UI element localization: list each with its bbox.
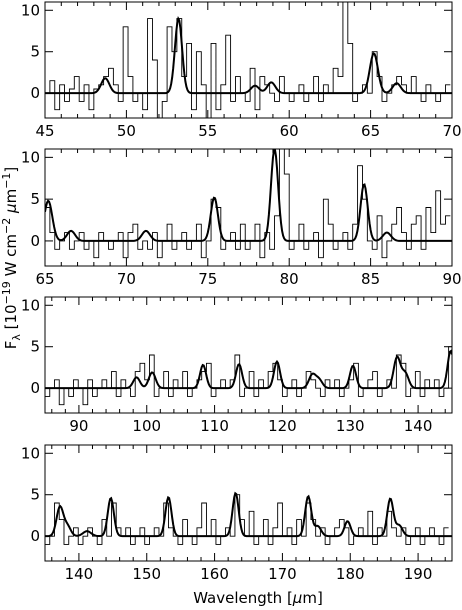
y-tick-label: 5: [30, 486, 40, 504]
x-tick-label: 65: [35, 270, 54, 288]
x-tick-label: 170: [268, 565, 297, 583]
x-tick-label: 110: [200, 417, 229, 435]
y-tick-label: 0: [30, 232, 40, 250]
x-tick-label: 120: [268, 417, 297, 435]
x-tick-label: 150: [132, 565, 161, 583]
y-axis-title-part: W cm: [2, 234, 20, 281]
x-tick-label: 180: [336, 565, 365, 583]
x-tick-label: 85: [361, 270, 380, 288]
panel-frame: [44, 148, 453, 267]
x-tick-label: 60: [280, 122, 299, 140]
x-tick-label: 160: [200, 565, 229, 583]
x-tick-label: 50: [117, 122, 136, 140]
y-axis-title-part: m: [2, 189, 20, 204]
spectrum-panel-3: 0 5 10 90 100 110 120 130 140: [21, 296, 453, 435]
x-tick-label: 70: [442, 122, 461, 140]
y-tick-label: 10: [21, 148, 40, 166]
panel-frame: [44, 296, 453, 414]
y-tick-label: 5: [30, 338, 40, 356]
x-tick-label: 90: [442, 270, 461, 288]
x-tick-label: 190: [404, 565, 433, 583]
x-axis-title: Wavelength [μm]: [193, 589, 323, 607]
y-axis-title-symbol: F: [2, 341, 20, 350]
y-axis-title-part: ]: [2, 167, 20, 173]
spectrum-panel-2: 0 5 10 65 70 75 80 85 90: [21, 148, 462, 288]
panel-frame: [44, 444, 453, 562]
observed-spectrum: [45, 2, 451, 118]
x-tick-label: 45: [35, 122, 54, 140]
y-tick-label: 5: [30, 190, 40, 208]
y-tick-label: 0: [30, 527, 40, 545]
x-tick-label: 100: [132, 417, 161, 435]
y-axis-title-exponent: −1: [0, 173, 13, 189]
x-axis-title-part: m]: [302, 589, 322, 607]
x-tick-label: 140: [404, 417, 433, 435]
y-tick-label: 10: [21, 296, 40, 314]
x-tick-label: 130: [336, 417, 365, 435]
y-tick-label: 10: [21, 444, 40, 462]
x-tick-label: 65: [361, 122, 380, 140]
y-tick-label: 10: [21, 1, 40, 19]
x-tick-label: 55: [198, 122, 217, 140]
y-axis-title-exponent: −2: [0, 218, 13, 234]
model-spectrum: [45, 16, 452, 95]
spectrum-panel-1: 0 5 10 45 50 55 60 65 70: [21, 1, 462, 140]
y-axis-title-exponent: −19: [0, 281, 13, 304]
model-spectrum: [45, 491, 452, 538]
panel-frame: [44, 1, 453, 119]
y-tick-label: 5: [30, 43, 40, 61]
x-tick-label: 90: [69, 417, 88, 435]
model-spectrum: [45, 349, 452, 390]
spectrum-panel-4: 0 5 10 140 150 160 170 180 190: [21, 444, 453, 583]
x-tick-label: 70: [117, 270, 136, 288]
y-axis-title-subscript: λ: [10, 334, 23, 341]
y-axis-title-part: μ: [2, 203, 20, 217]
x-tick-label: 75: [198, 270, 217, 288]
y-axis-title: Fλ [10−19 W cm−2 μm−1]: [0, 167, 23, 350]
y-tick-label: 0: [30, 84, 40, 102]
x-axis-title-part: Wavelength [: [193, 589, 293, 607]
model-spectrum: [45, 149, 452, 242]
y-tick-label: 0: [30, 379, 40, 397]
x-tick-label: 80: [280, 270, 299, 288]
y-axis-title-part: [10: [2, 304, 20, 334]
x-tick-label: 140: [65, 565, 94, 583]
x-axis-title-mu: μ: [292, 589, 303, 607]
